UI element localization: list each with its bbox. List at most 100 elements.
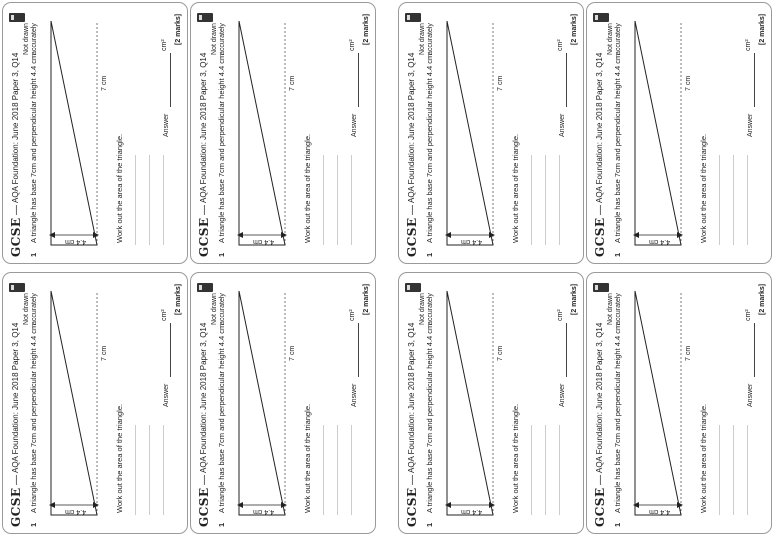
height-arrowhead-bottom [93, 232, 99, 238]
card-content: GCSE — AQA Foundation: June 2018 Paper 3… [399, 273, 583, 533]
instruction-text: Work out the area of the triangle. [303, 403, 312, 513]
working-line [149, 155, 150, 245]
height-arrowhead-bottom [677, 502, 683, 508]
height-arrowhead-bottom [93, 502, 99, 508]
answer-unit: cm² [745, 39, 752, 51]
working-line [559, 425, 560, 515]
working-line [559, 155, 560, 245]
answer-unit: cm² [161, 39, 168, 51]
height-arrowhead-top [633, 232, 639, 238]
base-label: 7 cm [101, 75, 108, 91]
answer-label: Answer [351, 113, 358, 137]
answer-label: Answer [747, 113, 754, 137]
answer-line[interactable] [170, 323, 171, 377]
card-content: GCSE — AQA Foundation: June 2018 Paper 3… [191, 3, 375, 263]
answer-line[interactable] [754, 323, 755, 377]
height-label: 4.4 cm [649, 508, 671, 515]
answer-line[interactable] [754, 53, 755, 107]
answer-label: Answer [163, 113, 170, 137]
triangle-diagram [445, 290, 495, 516]
answer-line[interactable] [358, 53, 359, 107]
worksheet-card: GCSE — AQA Foundation: June 2018 Paper 3… [190, 2, 376, 264]
triangle-shape [238, 20, 286, 246]
working-line [163, 425, 164, 515]
marks-label: [2 marks] [571, 13, 578, 45]
height-arrowhead-bottom [489, 502, 495, 508]
working-line [149, 425, 150, 515]
working-line [337, 425, 338, 515]
working-line [531, 155, 532, 245]
instruction-text: Work out the area of the triangle. [699, 133, 708, 243]
answer-label: Answer [747, 383, 754, 407]
triangle-shape [446, 290, 494, 516]
card-content: GCSE — AQA Foundation: June 2018 Paper 3… [587, 3, 771, 263]
working-line [163, 155, 164, 245]
base-label: 7 cm [289, 345, 296, 361]
answer-line[interactable] [566, 323, 567, 377]
card-content: GCSE — AQA Foundation: June 2018 Paper 3… [3, 3, 187, 263]
card-content: GCSE — AQA Foundation: June 2018 Paper 3… [3, 273, 187, 533]
base-label: 7 cm [101, 345, 108, 361]
answer-label: Answer [559, 383, 566, 407]
base-label: 7 cm [685, 75, 692, 91]
card-content: GCSE — AQA Foundation: June 2018 Paper 3… [399, 3, 583, 263]
height-label: 4.4 cm [649, 238, 671, 245]
answer-label: Answer [559, 113, 566, 137]
triangle-shape [446, 20, 494, 246]
triangle-shape [50, 20, 98, 246]
working-line [719, 425, 720, 515]
height-arrowhead-top [237, 502, 243, 508]
triangle-shape [238, 290, 286, 516]
working-line [531, 425, 532, 515]
triangle-diagram [49, 290, 99, 516]
answer-unit: cm² [161, 309, 168, 321]
card-content: GCSE — AQA Foundation: June 2018 Paper 3… [191, 273, 375, 533]
height-label: 4.4 cm [65, 238, 87, 245]
working-line [747, 425, 748, 515]
height-arrowhead-bottom [281, 502, 287, 508]
marks-label: [2 marks] [759, 13, 766, 45]
height-label: 4.4 cm [461, 238, 483, 245]
height-arrowhead-bottom [489, 232, 495, 238]
answer-line[interactable] [170, 53, 171, 107]
base-label: 7 cm [685, 345, 692, 361]
working-line [135, 425, 136, 515]
worksheet-card: GCSE — AQA Foundation: June 2018 Paper 3… [398, 2, 584, 264]
height-arrowhead-bottom [281, 232, 287, 238]
instruction-text: Work out the area of the triangle. [511, 403, 520, 513]
worksheet-card: GCSE — AQA Foundation: June 2018 Paper 3… [586, 2, 772, 264]
working-line [545, 155, 546, 245]
worksheet-card: GCSE — AQA Foundation: June 2018 Paper 3… [190, 272, 376, 534]
working-line [719, 155, 720, 245]
marks-label: [2 marks] [363, 283, 370, 315]
instruction-text: Work out the area of the triangle. [511, 133, 520, 243]
base-label: 7 cm [289, 75, 296, 91]
worksheet-card: GCSE — AQA Foundation: June 2018 Paper 3… [2, 2, 188, 264]
base-label: 7 cm [497, 345, 504, 361]
answer-unit: cm² [349, 39, 356, 51]
answer-unit: cm² [349, 309, 356, 321]
working-line [323, 425, 324, 515]
instruction-text: Work out the area of the triangle. [699, 403, 708, 513]
worksheet-card: GCSE — AQA Foundation: June 2018 Paper 3… [398, 272, 584, 534]
working-line [733, 155, 734, 245]
marks-label: [2 marks] [363, 13, 370, 45]
working-line [733, 425, 734, 515]
height-arrowhead-top [49, 232, 55, 238]
working-line [135, 155, 136, 245]
triangle-diagram [49, 20, 99, 246]
answer-unit: cm² [557, 309, 564, 321]
height-arrowhead-top [445, 502, 451, 508]
instruction-text: Work out the area of the triangle. [115, 133, 124, 243]
triangle-diagram [237, 20, 287, 246]
triangle-diagram [633, 290, 683, 516]
marks-label: [2 marks] [759, 283, 766, 315]
answer-line[interactable] [566, 53, 567, 107]
marks-label: [2 marks] [175, 283, 182, 315]
height-label: 4.4 cm [253, 238, 275, 245]
triangle-shape [50, 290, 98, 516]
answer-line[interactable] [358, 323, 359, 377]
height-arrowhead-top [633, 502, 639, 508]
height-label: 4.4 cm [65, 508, 87, 515]
working-line [545, 425, 546, 515]
